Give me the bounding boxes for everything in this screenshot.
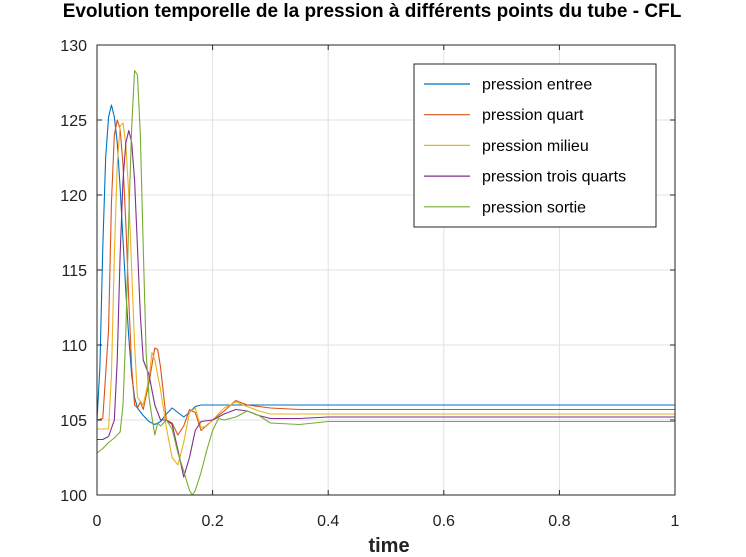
- x-axis-ticks: 0 0.2 0.4 0.6 0.8 1: [93, 45, 680, 530]
- y-tick-label: 100: [60, 488, 87, 505]
- y-tick-label: 115: [61, 263, 87, 280]
- legend-label: pression trois quarts: [482, 169, 626, 186]
- series-line-2: [96, 119, 675, 436]
- legend-label: pression sortie: [482, 199, 586, 216]
- y-tick-label: 130: [60, 38, 87, 55]
- x-tick-label: 0.4: [317, 513, 339, 530]
- legend-label: pression entree: [482, 77, 592, 94]
- x-tick-label: 0.2: [201, 513, 223, 530]
- y-tick-label: 105: [60, 413, 87, 430]
- legend-label: pression quart: [482, 107, 584, 124]
- series-line-3: [97, 122, 675, 466]
- x-tick-label: 1: [671, 513, 680, 530]
- y-tick-label: 125: [60, 113, 87, 130]
- y-tick-label: 120: [60, 188, 87, 205]
- legend: pression entree pression quart pression mi…: [413, 63, 657, 228]
- x-tick-label: 0.6: [433, 513, 455, 530]
- series-line-5: [96, 69, 675, 496]
- x-axis-label: time: [368, 535, 409, 557]
- series-group: [96, 69, 675, 496]
- chart-title: Evolution temporelle de la pression à di…: [63, 1, 682, 22]
- y-axis-ticks: 100 105 110 115 120 125 130: [60, 38, 675, 505]
- y-tick-label: 110: [61, 338, 87, 355]
- x-tick-label: 0: [93, 513, 102, 530]
- series-line-1: [96, 104, 675, 426]
- legend-label: pression milieu: [482, 138, 589, 155]
- x-tick-label: 0.8: [548, 513, 570, 530]
